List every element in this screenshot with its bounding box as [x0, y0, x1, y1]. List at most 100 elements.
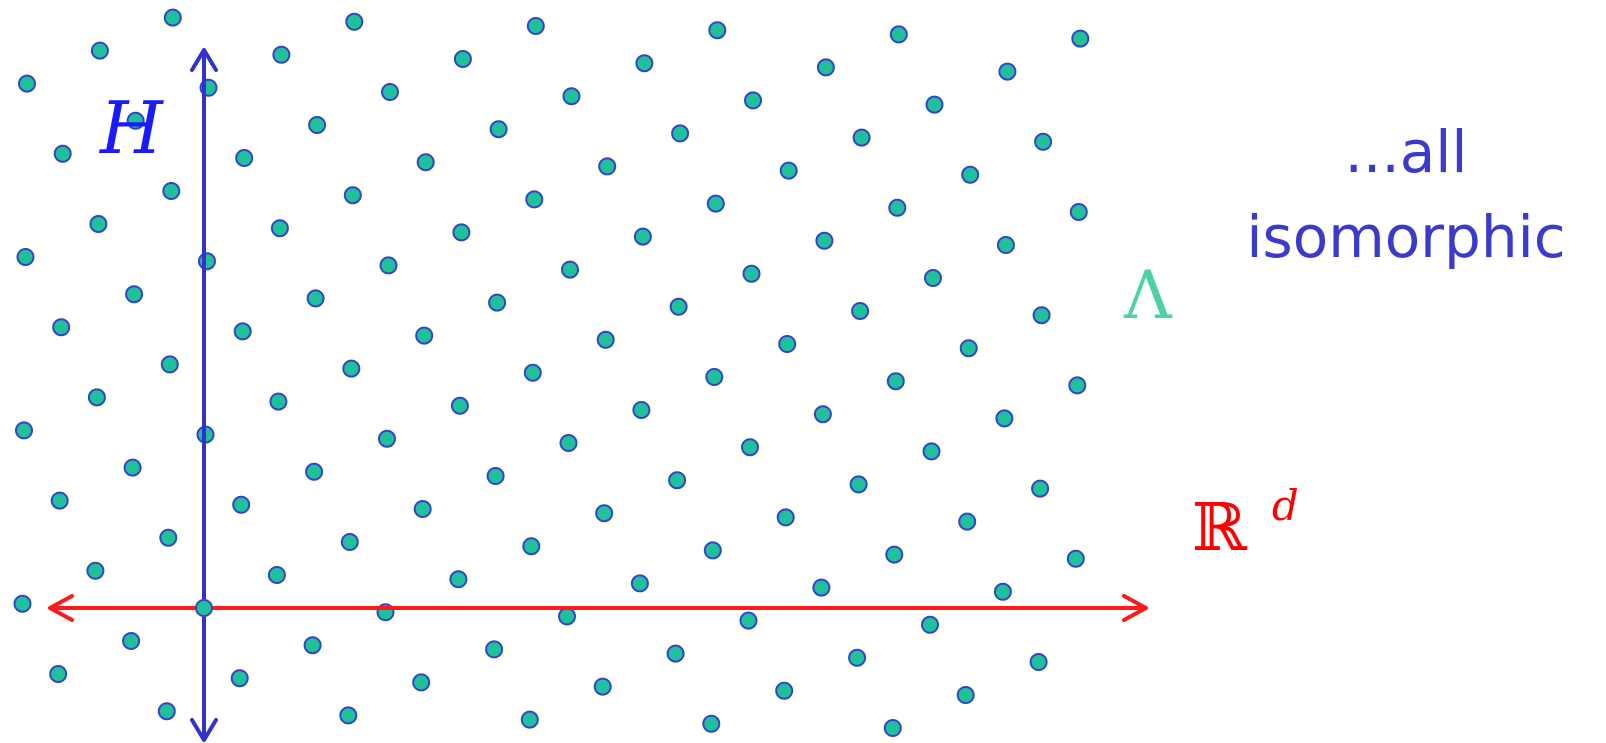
- origin-point: [195, 599, 213, 617]
- lattice-point: [851, 302, 870, 320]
- lattice-point: [1068, 376, 1087, 395]
- lattice-point: [775, 681, 794, 700]
- lattice-point: [961, 165, 980, 184]
- rd-axis: [48, 594, 1148, 622]
- lattice-point: [1029, 653, 1048, 671]
- lattice-point: [343, 186, 362, 205]
- lattice-point: [308, 116, 327, 134]
- lattice-point: [925, 95, 944, 114]
- lattice-point: [270, 219, 289, 238]
- rd-label-base: ℝ: [1192, 489, 1248, 566]
- lattice-point: [669, 297, 688, 316]
- lattice-point: [996, 236, 1015, 254]
- lattice-point: [778, 335, 797, 353]
- lattice-point: [269, 392, 288, 411]
- lattice-point: [415, 326, 434, 345]
- lattice-point: [162, 182, 181, 200]
- lattice-point: [50, 491, 69, 510]
- lattice-point: [1071, 29, 1090, 48]
- lattice-point: [812, 578, 831, 597]
- lattice-point: [706, 194, 725, 213]
- lattice-point: [635, 54, 654, 73]
- lattice-point: [924, 269, 942, 287]
- lattice-point: [16, 248, 35, 266]
- lattice-point: [272, 45, 291, 64]
- rd-label: ℝ d: [1192, 481, 1299, 566]
- lattice-point: [852, 128, 871, 147]
- lattice-point: [340, 533, 359, 551]
- lattice-point: [1031, 479, 1050, 498]
- lattice-point: [522, 537, 541, 556]
- lattice-point: [525, 190, 544, 209]
- lattice-point: [306, 289, 325, 308]
- note-line-2: isomorphic: [1246, 203, 1565, 271]
- lattice-point: [452, 223, 471, 242]
- lattice-point: [630, 574, 649, 593]
- lattice-point: [779, 161, 798, 180]
- lattice-point: [703, 541, 722, 560]
- lattice-point: [1066, 549, 1085, 568]
- lattice-point: [993, 582, 1012, 601]
- lattice-point: [489, 120, 508, 139]
- note-line-1: ...all: [1344, 118, 1467, 186]
- lattice-point: [959, 339, 978, 358]
- lattice-point: [339, 706, 358, 725]
- lattice-point: [668, 471, 687, 490]
- lattice-point: [486, 467, 505, 485]
- lattice-point: [523, 363, 542, 382]
- lattice-point: [595, 504, 614, 523]
- lattice-point: [18, 74, 36, 93]
- lattice-point: [15, 421, 33, 440]
- lattice-point: [956, 686, 975, 704]
- lattice-point: [742, 264, 761, 283]
- lattice-point: [381, 83, 399, 101]
- lattice-point: [995, 409, 1014, 428]
- lattice-point: [49, 665, 68, 683]
- lattice-point: [561, 260, 579, 279]
- lattice-point: [416, 153, 435, 172]
- lattice-point: [157, 702, 176, 721]
- lattice-point: [453, 50, 472, 68]
- lattice-point: [744, 91, 762, 110]
- lattice-point: [666, 644, 685, 663]
- lattice-point: [848, 648, 867, 667]
- lattice-point: [1032, 306, 1051, 325]
- lattice-point: [632, 401, 651, 419]
- lattice-point: [160, 355, 179, 374]
- lattice-point: [921, 615, 939, 634]
- lattice-point: [305, 462, 324, 481]
- lattice-point: [526, 17, 545, 35]
- lattice-point: [412, 673, 431, 692]
- lattice-point: [342, 359, 361, 378]
- lattice-point: [52, 318, 71, 337]
- lattice-point: [198, 252, 216, 271]
- lattice-point: [596, 330, 615, 349]
- lattice-point: [53, 144, 72, 163]
- lattice-point: [1069, 203, 1088, 221]
- lattice-point: [87, 388, 106, 407]
- lattice-point: [520, 710, 539, 729]
- lattice-point: [86, 561, 105, 580]
- lattice-point: [125, 285, 144, 304]
- lattice-point: [705, 368, 724, 386]
- lattice-point: [816, 58, 835, 77]
- lattice-point: [888, 198, 907, 217]
- lattice-point: [378, 429, 396, 448]
- lattice-point: [883, 719, 902, 737]
- lattice-point: [267, 566, 286, 584]
- h-axis: [190, 48, 218, 742]
- lattice-point: [813, 405, 832, 424]
- lattice-point: [485, 640, 504, 659]
- lattice-point: [232, 495, 251, 514]
- lattice-points: [13, 8, 1090, 737]
- lattice-point: [702, 714, 721, 733]
- lattice-point: [235, 149, 254, 167]
- lattice-point: [413, 500, 432, 518]
- lattice-point: [450, 396, 469, 415]
- h-label: H: [98, 86, 164, 170]
- lattice-point: [922, 442, 941, 461]
- lattice-point: [889, 25, 908, 44]
- lattice-point: [741, 438, 759, 457]
- lattice-point: [90, 41, 109, 60]
